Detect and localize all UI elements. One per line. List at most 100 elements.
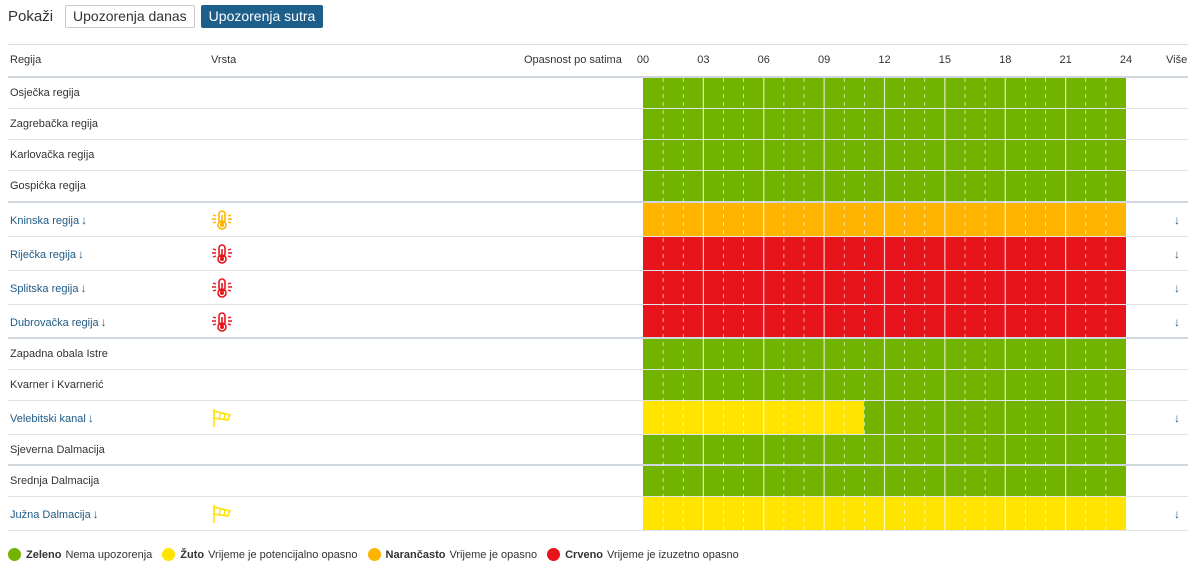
warnings-tomorrow-button[interactable]: Upozorenja sutra — [200, 4, 324, 28]
legend-name: Zeleno — [26, 548, 62, 561]
row-divider — [8, 400, 1188, 401]
table-row: Kvarner i Kvarnerić — [8, 370, 1188, 401]
table-row: Gospićka regija — [8, 171, 1188, 203]
legend-description: Vrijeme je opasno — [449, 548, 538, 561]
region-name: Kvarner i Kvarnerić — [10, 379, 104, 391]
hour-tick: 18 — [999, 54, 1012, 66]
table-header: Regija Vrsta Opasnost po satima 00 03 06 09… — [0, 46, 1200, 76]
hazard-bar — [643, 339, 1126, 370]
thermometer-heat-icon — [211, 277, 233, 299]
header-divider — [8, 76, 1188, 78]
hazard-bar — [643, 497, 1126, 531]
row-divider — [8, 170, 1188, 171]
legend-dot-icon — [367, 548, 381, 561]
hazard-bar — [643, 271, 1126, 305]
windsock-icon — [211, 503, 233, 525]
row-divider — [8, 236, 1188, 237]
table-row[interactable]: Riječka regija ↓ ↓ — [8, 237, 1188, 271]
hazard-segment-red — [643, 271, 1126, 305]
hazard-bar — [643, 171, 1126, 203]
hour-tick: 12 — [878, 54, 891, 66]
header-region: Regija — [10, 54, 42, 66]
header-type: Vrsta — [211, 54, 237, 66]
table-row[interactable]: Dubrovačka regija ↓ ↓ — [8, 305, 1188, 339]
expand-arrow-icon[interactable]: ↓ — [87, 411, 94, 425]
region-name-text: Riječka regija — [10, 249, 77, 261]
region-name-text: Zagrebačka regija — [10, 117, 99, 130]
table-row: Sjeverna Dalmacija — [8, 435, 1188, 466]
region-name-text: Karlovačka regija — [10, 148, 95, 161]
legend-name: Crveno — [565, 548, 604, 561]
table-row: Srednja Dalmacija — [8, 466, 1188, 497]
table-row: Osječka regija — [8, 78, 1188, 109]
header-hazard: Opasnost po satima — [524, 54, 622, 66]
warnings-today-button[interactable]: Upozorenja danas — [65, 4, 195, 28]
thermometer-heat-icon — [211, 311, 233, 333]
region-name[interactable]: Riječka regija ↓ — [10, 247, 84, 261]
hazard-segment-yellow — [643, 497, 1126, 531]
hour-tick: 03 — [697, 54, 710, 66]
table-row[interactable]: Velebitski kanal ↓ ↓ — [8, 401, 1188, 435]
row-divider — [8, 139, 1188, 140]
region-name-text: Srednja Dalmacija — [10, 474, 100, 487]
legend-dot-icon — [162, 548, 176, 561]
toolbar: Pokaži Upozorenja danas Upozorenja sutra — [8, 4, 329, 28]
hour-tick: 21 — [1059, 54, 1072, 66]
hour-tick: 15 — [938, 54, 951, 66]
table-row: Zapadna obala Istre — [8, 339, 1188, 370]
table-row[interactable]: Južna Dalmacija ↓ ↓ — [8, 497, 1188, 531]
region-name: Zagrebačka regija — [10, 118, 98, 130]
hour-tick: 09 — [818, 54, 831, 66]
windsock-icon — [211, 407, 233, 429]
row-divider — [8, 530, 1188, 531]
more-arrow-icon[interactable]: ↓ — [1174, 507, 1180, 521]
legend-name: Žuto — [180, 548, 205, 561]
thermometer-heat-icon — [211, 209, 233, 231]
region-name[interactable]: Dubrovačka regija ↓ — [10, 315, 107, 329]
region-name-text: Gospićka regija — [10, 180, 86, 192]
region-name: Zapadna obala Istre — [10, 348, 108, 360]
expand-arrow-icon[interactable]: ↓ — [92, 507, 99, 521]
hazard-segment-green — [643, 466, 1126, 497]
table-row[interactable]: Splitska regija ↓ ↓ — [8, 271, 1188, 305]
region-name[interactable]: Južna Dalmacija ↓ — [10, 507, 99, 521]
region-name-text: Dubrovačka regija — [10, 317, 99, 329]
region-name[interactable]: Kninska regija ↓ — [10, 213, 87, 227]
row-divider — [8, 337, 1188, 339]
expand-arrow-icon[interactable]: ↓ — [80, 281, 87, 295]
hazard-segment-green — [864, 401, 1126, 435]
more-arrow-icon[interactable]: ↓ — [1174, 411, 1180, 425]
row-divider — [8, 464, 1188, 466]
more-arrow-icon[interactable]: ↓ — [1174, 315, 1180, 329]
hazard-bar — [643, 401, 1126, 435]
region-name: Srednja Dalmacija — [10, 475, 99, 487]
region-name[interactable]: Splitska regija ↓ — [10, 281, 86, 295]
table-row[interactable]: Kninska regija ↓ ↓ — [8, 203, 1188, 237]
region-name-text: Osječka regija — [10, 86, 80, 99]
legend: Zeleno Nema upozorenja Žuto Vrijeme je pote… — [8, 548, 749, 561]
row-divider — [8, 496, 1188, 497]
region-name[interactable]: Velebitski kanal ↓ — [10, 411, 94, 425]
expand-arrow-icon[interactable]: ↓ — [78, 247, 85, 261]
region-name: Sjeverna Dalmacija — [10, 444, 105, 456]
region-name-text: Kninska regija — [10, 215, 80, 227]
hazard-segment-green — [643, 435, 1126, 466]
region-name: Karlovačka regija — [10, 149, 94, 161]
legend-description: Nema upozorenja — [65, 548, 153, 561]
hazard-segment-green — [643, 370, 1126, 401]
region-name-text: Sjeverna Dalmacija — [10, 443, 105, 456]
more-arrow-icon[interactable]: ↓ — [1174, 281, 1180, 295]
legend-description: Vrijeme je potencijalno opasno — [208, 548, 358, 561]
more-arrow-icon[interactable]: ↓ — [1174, 247, 1180, 261]
row-divider — [8, 108, 1188, 109]
hazard-bar — [643, 78, 1126, 109]
legend-item: Zeleno Nema upozorenja — [8, 548, 152, 561]
expand-arrow-icon[interactable]: ↓ — [81, 213, 88, 227]
table-row: Karlovačka regija — [8, 140, 1188, 171]
hazard-segment-green — [643, 78, 1126, 109]
legend-item: Crveno Vrijeme je izuzetno opasno — [547, 548, 739, 561]
region-name-text: Zapadna obala Istre — [10, 347, 108, 360]
legend-description: Vrijeme je izuzetno opasno — [607, 548, 739, 561]
expand-arrow-icon[interactable]: ↓ — [100, 315, 107, 329]
more-arrow-icon[interactable]: ↓ — [1174, 213, 1180, 227]
